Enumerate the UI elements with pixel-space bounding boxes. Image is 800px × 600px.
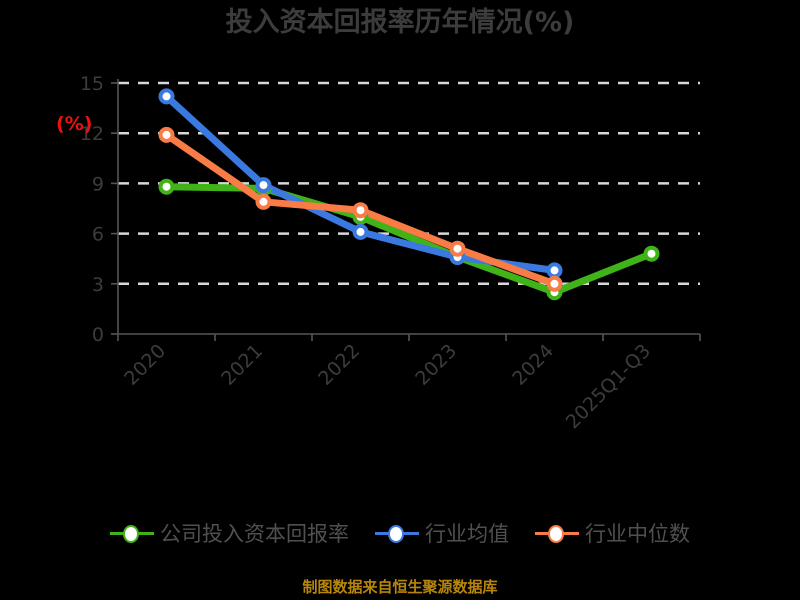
data-point-marker bbox=[255, 193, 272, 210]
legend-item[interactable]: 行业中位数 bbox=[535, 518, 690, 548]
gridlines-group bbox=[118, 81, 700, 286]
data-point-marker bbox=[546, 275, 563, 292]
legend-item[interactable]: 公司投入资本回报率 bbox=[110, 518, 349, 548]
legend-marker-icon bbox=[375, 522, 419, 544]
y-axis-tick-label: 0 bbox=[92, 324, 104, 346]
series-lines-group bbox=[163, 92, 655, 296]
chart-legend: 公司投入资本回报率 行业均值 行业中位数 bbox=[0, 518, 800, 548]
legend-item-label: 公司投入资本回报率 bbox=[160, 522, 349, 546]
data-point-marker bbox=[352, 223, 369, 240]
y-axis-tick-label: 12 bbox=[80, 123, 104, 145]
data-point-marker bbox=[643, 245, 660, 262]
axes-group bbox=[117, 79, 700, 335]
legend-marker-icon bbox=[110, 522, 154, 544]
x-axis-tick-label: 2021 bbox=[217, 340, 267, 390]
y-axis-tick-label: 6 bbox=[92, 224, 104, 246]
footer-note: 制图数据来自恒生聚源数据库 bbox=[302, 578, 498, 596]
y-axis-tick-label: 15 bbox=[80, 73, 104, 95]
plot-area: 0 3 6 9 12 15 2020 2021 2022 2023 2024 2025Q1-Q3 (… bbox=[56, 73, 701, 433]
legend-marker-icon bbox=[535, 522, 579, 544]
data-point-marker bbox=[158, 178, 175, 195]
x-axis-tick-label: 2024 bbox=[508, 340, 558, 390]
y-axis-tick-label: 9 bbox=[92, 173, 104, 195]
data-point-marker bbox=[158, 88, 175, 105]
legend-dot-swatch bbox=[388, 525, 404, 543]
x-axis-tick-label: 2022 bbox=[314, 340, 364, 390]
data-point-marker bbox=[352, 202, 369, 219]
y-axis-unit-label: (%) bbox=[56, 113, 92, 135]
x-axis-tick-label: 2023 bbox=[411, 340, 461, 390]
data-point-marker bbox=[546, 262, 563, 279]
legend-item-label: 行业中位数 bbox=[585, 522, 690, 546]
data-point-marker bbox=[449, 240, 466, 257]
legend-item[interactable]: 行业均值 bbox=[375, 518, 509, 548]
legend-item-label: 行业均值 bbox=[425, 522, 509, 546]
x-axis-tick-label: 2020 bbox=[120, 340, 170, 390]
data-point-marker bbox=[158, 126, 175, 143]
legend-dot-swatch bbox=[123, 525, 139, 543]
y-tick-group: 0 3 6 9 12 15 bbox=[80, 73, 118, 346]
chart-title: 投入资本回报率历年情况(%) bbox=[225, 7, 575, 38]
x-axis-tick-label: 2025Q1-Q3 bbox=[562, 340, 655, 433]
series-line bbox=[163, 183, 655, 296]
x-tick-group: 2020 2021 2022 2023 2024 2025Q1-Q3 bbox=[117, 334, 701, 433]
y-axis-tick-label: 3 bbox=[92, 274, 104, 296]
series-markers-group bbox=[158, 88, 660, 301]
data-point-marker bbox=[255, 177, 272, 194]
legend-dot-swatch bbox=[548, 525, 564, 543]
